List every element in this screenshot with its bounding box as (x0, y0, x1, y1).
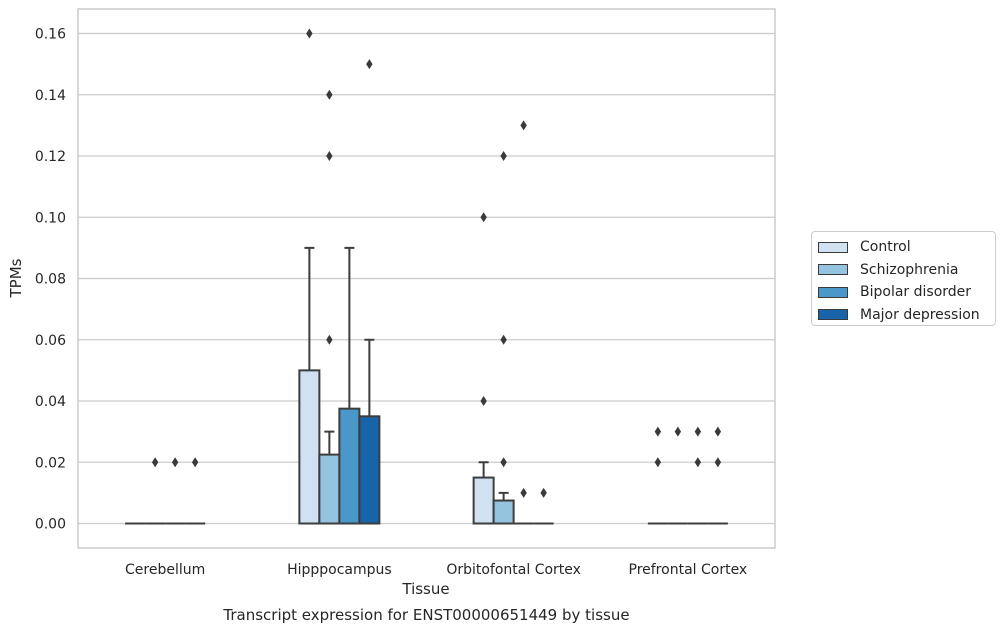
outlier-point-schizophrenia-hipppocampus (326, 334, 333, 345)
y-tick-label: 0.10 (35, 210, 66, 226)
outlier-point-major-depression-prefrontal-cortex (714, 457, 722, 468)
bars (125, 246, 728, 525)
gridlines (78, 32, 775, 525)
bar-schizophrenia-orbitofontal-cortex (492, 499, 515, 525)
bar-bipolar-disorder-hipppocampus (338, 407, 361, 525)
outlier-point-bipolar-disorder-orbitofontal-cortex (520, 120, 527, 131)
x-axis-title: Tissue (401, 580, 449, 598)
x-tick-label-cerebellum: Cerebellum (125, 562, 205, 578)
bar-control-hipppocampus (298, 369, 321, 525)
legend-label-major-depression: Major depression (860, 306, 980, 323)
outlier-point-bipolar-disorder-prefrontal-cortex (694, 426, 702, 437)
bar-schizophrenia-hipppocampus (318, 453, 341, 525)
y-tick-labels: 0.00 0.02 0.04 0.06 0.08 0.10 0.12 0.14 0.16 (35, 27, 66, 533)
outlier-point-major-depression-prefrontal-cortex (714, 426, 722, 437)
chart-caption: Transcript expression for ENST0000065144… (223, 606, 630, 624)
legend-item-schizophrenia: Schizophrenia (818, 259, 995, 282)
y-axis-title: TPMs (7, 258, 25, 298)
x-tick-label-orbitofontal-cortex: Orbitofontal Cortex (446, 562, 581, 578)
outliers (151, 28, 722, 498)
legend-item-major-depression: Major depression (818, 304, 995, 327)
outlier-point-bipolar-disorder-cerebellum (171, 457, 179, 468)
y-tick-label: 0.06 (35, 333, 66, 349)
x-tick-label-prefrontal-cortex: Prefrontal Cortex (629, 562, 748, 578)
outlier-point-major-depression-orbitofontal-cortex (540, 487, 547, 498)
outlier-point-schizophrenia-hipppocampus (326, 89, 333, 100)
outlier-point-schizophrenia-cerebellum (151, 457, 159, 468)
legend-label-control: Control (860, 239, 911, 256)
legend-item-bipolar-disorder: Bipolar disorder (818, 281, 995, 304)
outlier-point-control-hipppocampus (306, 28, 313, 39)
y-tick-label: 0.02 (35, 455, 66, 471)
y-tick-label: 0.12 (35, 149, 66, 165)
y-tick-label: 0.04 (35, 394, 66, 410)
y-tick-label: 0.08 (35, 272, 66, 288)
x-tick-label-hipppocampus: Hipppocampus (287, 562, 392, 578)
legend-swatch-major-depression (818, 309, 848, 321)
outlier-point-schizophrenia-orbitofontal-cortex (500, 151, 507, 161)
outlier-point-control-prefrontal-cortex (654, 426, 662, 437)
outlier-point-control-orbitofontal-cortex (480, 396, 487, 406)
legend-swatch-bipolar-disorder (818, 286, 848, 298)
y-tick-label: 0.16 (35, 27, 66, 43)
outlier-point-schizophrenia-prefrontal-cortex (674, 426, 682, 437)
legend-label-bipolar-disorder: Bipolar disorder (860, 284, 972, 301)
outlier-point-control-prefrontal-cortex (654, 457, 662, 468)
legend-swatch-control (818, 241, 848, 253)
outlier-point-control-orbitofontal-cortex (480, 212, 487, 223)
outlier-point-major-depression-hipppocampus (366, 59, 373, 70)
outlier-point-bipolar-disorder-prefrontal-cortex (694, 457, 702, 468)
outlier-point-schizophrenia-hipppocampus (326, 151, 333, 161)
bar-major-depression-hipppocampus (358, 415, 381, 525)
outlier-point-major-depression-cerebellum (191, 457, 199, 468)
legend-label-schizophrenia: Schizophrenia (860, 261, 959, 278)
bar-control-orbitofontal-cortex (472, 476, 495, 525)
legend-item-control: Control (818, 236, 995, 259)
outlier-point-schizophrenia-orbitofontal-cortex (500, 457, 507, 468)
legend-swatch-schizophrenia (818, 264, 848, 276)
outlier-point-schizophrenia-orbitofontal-cortex (500, 334, 507, 345)
y-tick-label: 0.14 (35, 88, 66, 104)
x-tick-labels: Cerebellum Hipppocampus Orbitofontal Corte… (125, 562, 747, 578)
legend: Control Schizophrenia Bipolar disorder M… (811, 231, 996, 326)
plot-area-frame (77, 8, 776, 549)
y-tick-label: 0.00 (35, 517, 66, 533)
outlier-point-bipolar-disorder-orbitofontal-cortex (520, 487, 527, 498)
